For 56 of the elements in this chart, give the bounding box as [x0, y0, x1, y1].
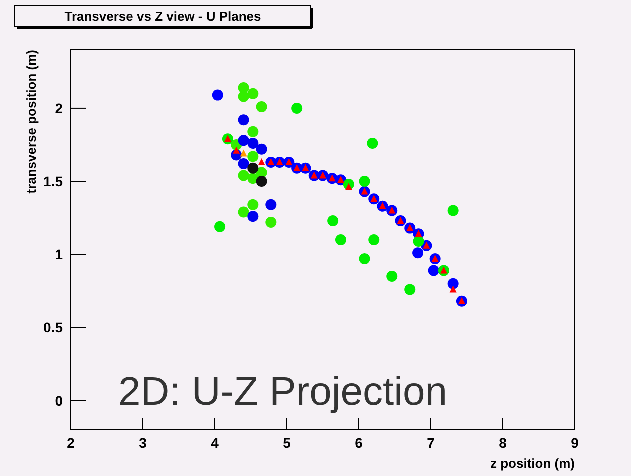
point	[367, 138, 378, 150]
point	[248, 211, 259, 222]
point	[359, 254, 370, 264]
point	[266, 216, 277, 228]
point	[256, 176, 268, 188]
point	[233, 146, 240, 154]
point	[212, 90, 224, 101]
point	[238, 135, 250, 146]
x-tick-label: 5	[283, 435, 292, 451]
point	[238, 206, 250, 218]
point	[412, 248, 424, 259]
point	[266, 199, 277, 210]
point	[238, 158, 250, 170]
point	[238, 91, 250, 102]
x-tick-label: 8	[499, 435, 508, 451]
point	[214, 221, 226, 232]
x-tick-label: 4	[211, 435, 220, 451]
point	[238, 114, 250, 126]
chart-title: Transverse vs Z view - U Planes	[64, 9, 262, 24]
y-tick-label: 0.5	[44, 320, 64, 336]
point	[248, 151, 259, 162]
point	[413, 236, 424, 247]
point	[248, 88, 259, 100]
point	[292, 102, 303, 114]
point	[448, 205, 459, 216]
y-axis-title: transverse position (m)	[24, 50, 39, 194]
point	[336, 234, 346, 246]
point	[248, 126, 259, 138]
x-tick-label: 6	[355, 435, 364, 451]
point	[448, 278, 459, 290]
point	[404, 284, 416, 296]
point	[238, 170, 250, 182]
point	[359, 176, 370, 188]
x-tick-label: 3	[139, 435, 148, 451]
x-tick-label: 9	[571, 435, 580, 451]
point	[450, 286, 457, 293]
y-tick-label: 0	[55, 392, 64, 409]
point	[248, 162, 259, 174]
annotation: 2D: U-Z Projection	[118, 370, 448, 414]
x-tick-label: 2	[67, 435, 76, 451]
y-tick-label: 1.5	[44, 174, 64, 190]
point	[428, 265, 440, 276]
y-tick-label: 2	[55, 100, 64, 116]
point	[328, 216, 339, 226]
x-axis-title: z position (m)	[490, 456, 575, 471]
point	[248, 138, 259, 150]
x-tick-label: 7	[427, 435, 436, 451]
y-tick-label: 1	[55, 246, 64, 263]
point	[248, 173, 259, 184]
point	[240, 150, 248, 157]
point	[256, 102, 268, 112]
point	[248, 199, 259, 210]
point	[256, 144, 268, 155]
point	[368, 234, 380, 246]
point	[258, 158, 266, 166]
point	[386, 271, 398, 282]
